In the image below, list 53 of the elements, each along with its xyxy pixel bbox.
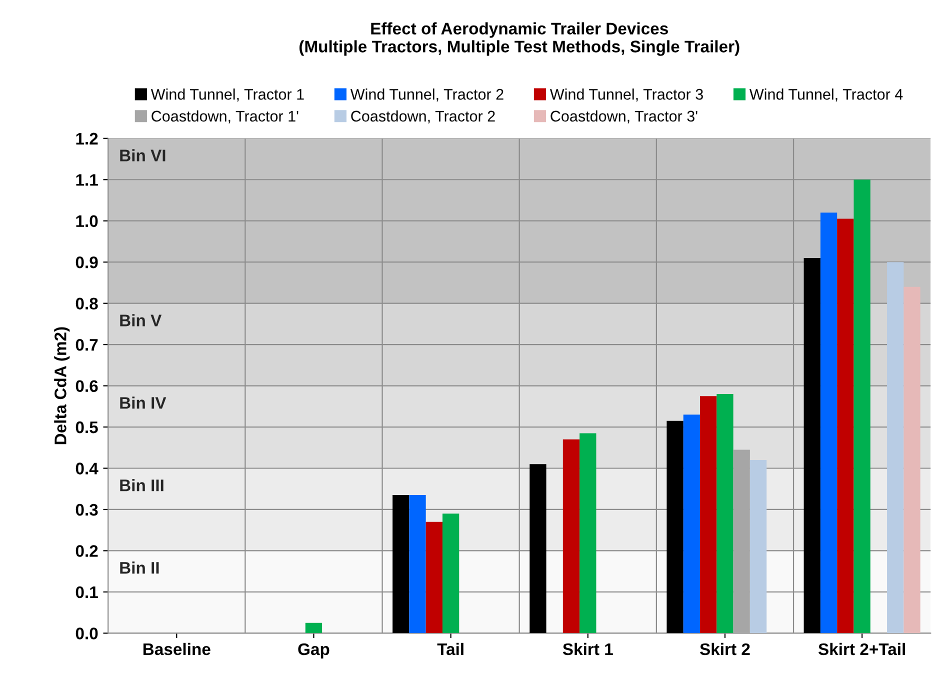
x-tick-label: Gap — [298, 643, 330, 658]
y-tick-label: 0.4 — [76, 462, 98, 474]
band-label: Bin III — [120, 479, 164, 492]
band-label: Bin IV — [120, 396, 166, 409]
y-tick-label: 0.9 — [76, 256, 98, 268]
y-tick-label: 0.2 — [76, 545, 98, 557]
y-tick-label: 0.5 — [76, 421, 98, 434]
bar — [442, 514, 460, 634]
bar — [700, 396, 717, 634]
y-tick-label: 1.2 — [76, 132, 98, 144]
bar — [683, 414, 700, 634]
bar — [409, 495, 426, 634]
x-tick-label: Skirt 2 — [700, 642, 750, 656]
y-tick-label: 1.1 — [76, 174, 98, 186]
bar — [305, 622, 322, 634]
bar — [392, 495, 410, 634]
x-tick-label: Skirt 1 — [562, 642, 613, 656]
bar — [804, 258, 820, 634]
x-tick-label: Skirt 2+Tail — [818, 642, 905, 656]
bar — [904, 286, 920, 634]
band-label: Bin V — [120, 314, 162, 326]
y-tick-label: 0.6 — [76, 380, 98, 392]
bar — [733, 450, 750, 634]
band-label: Bin II — [120, 562, 159, 574]
band-label: Bin VI — [120, 149, 166, 162]
y-tick-label: 0.3 — [76, 504, 98, 516]
chart-title: Effect of Aerodynamic Trailer Devices (Multiple Tractors, Multiple Test Methods, Single Trailer) — [299, 22, 740, 56]
legend-label: Wind Tunnel, Tractor 2 — [350, 88, 504, 102]
x-tick-label: Baseline — [143, 642, 210, 656]
y-tick-label: 0.0 — [76, 628, 98, 640]
bar — [580, 433, 596, 634]
legend-label: Coastdown, Tractor 2 — [351, 110, 495, 124]
legend-label: Coastdown, Tractor 1' — [152, 110, 298, 124]
bar — [837, 218, 854, 634]
bar — [750, 460, 767, 634]
bar — [716, 394, 734, 634]
legend-label: Coastdown, Tractor 3' — [550, 110, 698, 124]
bar — [530, 464, 546, 634]
bar — [887, 262, 904, 634]
y-tick-label: 0.1 — [76, 586, 98, 598]
y-tick-label: 1.0 — [76, 215, 98, 228]
bar — [426, 522, 442, 634]
bar — [562, 439, 580, 634]
x-tick-label: Tail — [437, 642, 464, 656]
legend-label: Wind Tunnel, Tractor 3 — [550, 88, 703, 102]
bar — [666, 420, 684, 634]
bar — [820, 212, 838, 634]
legend-label: Wind Tunnel, Tractor 4 — [749, 88, 903, 102]
legend-label: Wind Tunnel, Tractor 1 — [150, 88, 304, 102]
y-tick-label: 0.8 — [76, 298, 98, 310]
y-axis-title: Delta CdA (m2) — [54, 327, 70, 444]
y-tick-label: 0.7 — [76, 338, 98, 351]
bar — [854, 180, 870, 634]
